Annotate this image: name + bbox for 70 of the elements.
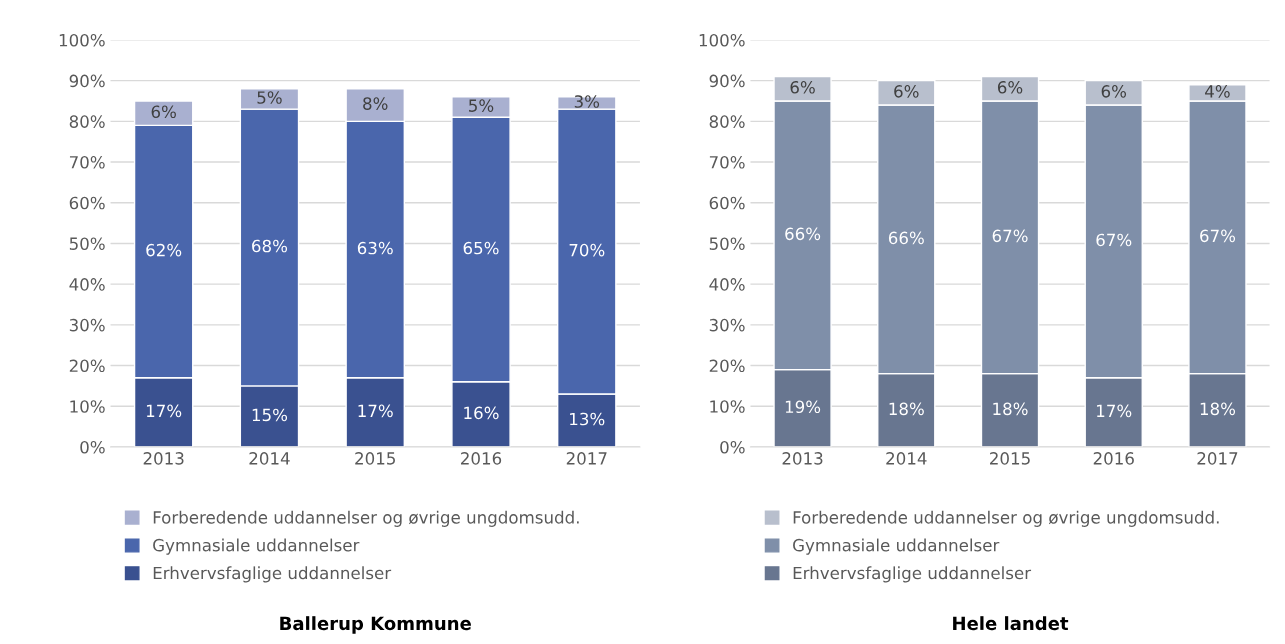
y-tick-label: 20% [709,359,745,373]
y-tick-label: 60% [709,196,745,210]
data-label: 67% [1200,229,1236,243]
text: Hele landet [953,616,1069,631]
y-tick-label: 70% [709,155,745,169]
data-label: 63% [357,241,393,255]
x-tick-label: 2017 [1197,452,1238,465]
y-tick-label: 40% [709,278,745,291]
y-tick-label: 90% [709,74,745,88]
legend-label: Erhvervsfaglige uddannelser [153,566,392,583]
data-label: 15% [252,408,288,422]
legend-label: Forberedende uddannelser og øvrige ungdomsudd. [793,510,1219,527]
x-tick-label: 2014 [249,452,290,465]
y-tick-label: 40% [69,278,105,291]
data-label: 18% [993,402,1028,416]
x-tick-label: 2013 [782,452,823,465]
y-tick-label: 30% [69,318,105,332]
data-label: 62% [146,243,182,257]
y-tick-label: 90% [69,74,105,88]
y-tick-label: 100% [699,33,745,47]
data-label: 6% [790,81,815,94]
x-tick-label: 2013 [143,452,184,465]
data-label: 17% [358,404,393,418]
legend-label: Forberedende uddannelser og øvrige ungdomsudd. [153,510,579,527]
data-label: 66% [785,227,821,241]
data-label: 6% [997,81,1023,94]
y-tick-label: 0% [720,440,745,454]
data-label: 67% [992,229,1028,243]
y-tick-label: 60% [69,196,105,210]
y-tick-label: 80% [69,115,105,128]
data-label: 5% [257,91,282,104]
data-label: 18% [1200,402,1236,416]
x-tick-label: 2015 [990,452,1030,465]
legend-label: Gymnasiale uddannelser [793,538,1000,555]
data-label: 18% [889,402,924,416]
y-tick-label: 50% [69,237,105,250]
x-tick-label: 2015 [355,452,395,465]
data-label: 68% [252,239,288,253]
data-label: 65% [463,241,499,255]
x-tick-label: 2017 [566,452,607,465]
data-label: 19% [785,400,821,414]
y-tick-label: 50% [709,237,745,250]
data-label: 6% [894,85,919,98]
data-label: 66% [888,231,924,245]
y-tick-label: 100% [59,33,105,47]
x-tick-label: 2016 [461,452,502,465]
data-label: 17% [1097,404,1132,418]
y-tick-label: 10% [710,400,745,413]
legend-label: Gymnasiale uddannelser [153,538,360,555]
data-label: 16% [464,406,499,420]
data-label: 6% [1101,85,1127,98]
x-tick-label: 2014 [886,452,927,465]
y-tick-label: 80% [709,115,745,128]
x-tick-label: 2016 [1093,452,1134,465]
data-label: 13% [570,412,605,426]
data-label: 6% [151,105,176,119]
data-label: 8% [363,97,388,110]
data-label: 3% [574,95,600,108]
data-label: 67% [1096,233,1132,247]
data-label: 4% [1205,85,1230,98]
data-label: 17% [146,404,182,418]
y-tick-label: 10% [70,400,105,413]
y-tick-label: 70% [69,155,105,169]
y-tick-label: 20% [69,359,105,373]
text: Ballerup Kommune [280,616,471,634]
y-tick-label: 30% [709,318,745,332]
data-label: 70% [569,243,605,257]
y-tick-label: 0% [80,440,105,454]
data-label: 5% [469,99,494,112]
legend-label: Erhvervsfaglige uddannelser [793,566,1032,583]
